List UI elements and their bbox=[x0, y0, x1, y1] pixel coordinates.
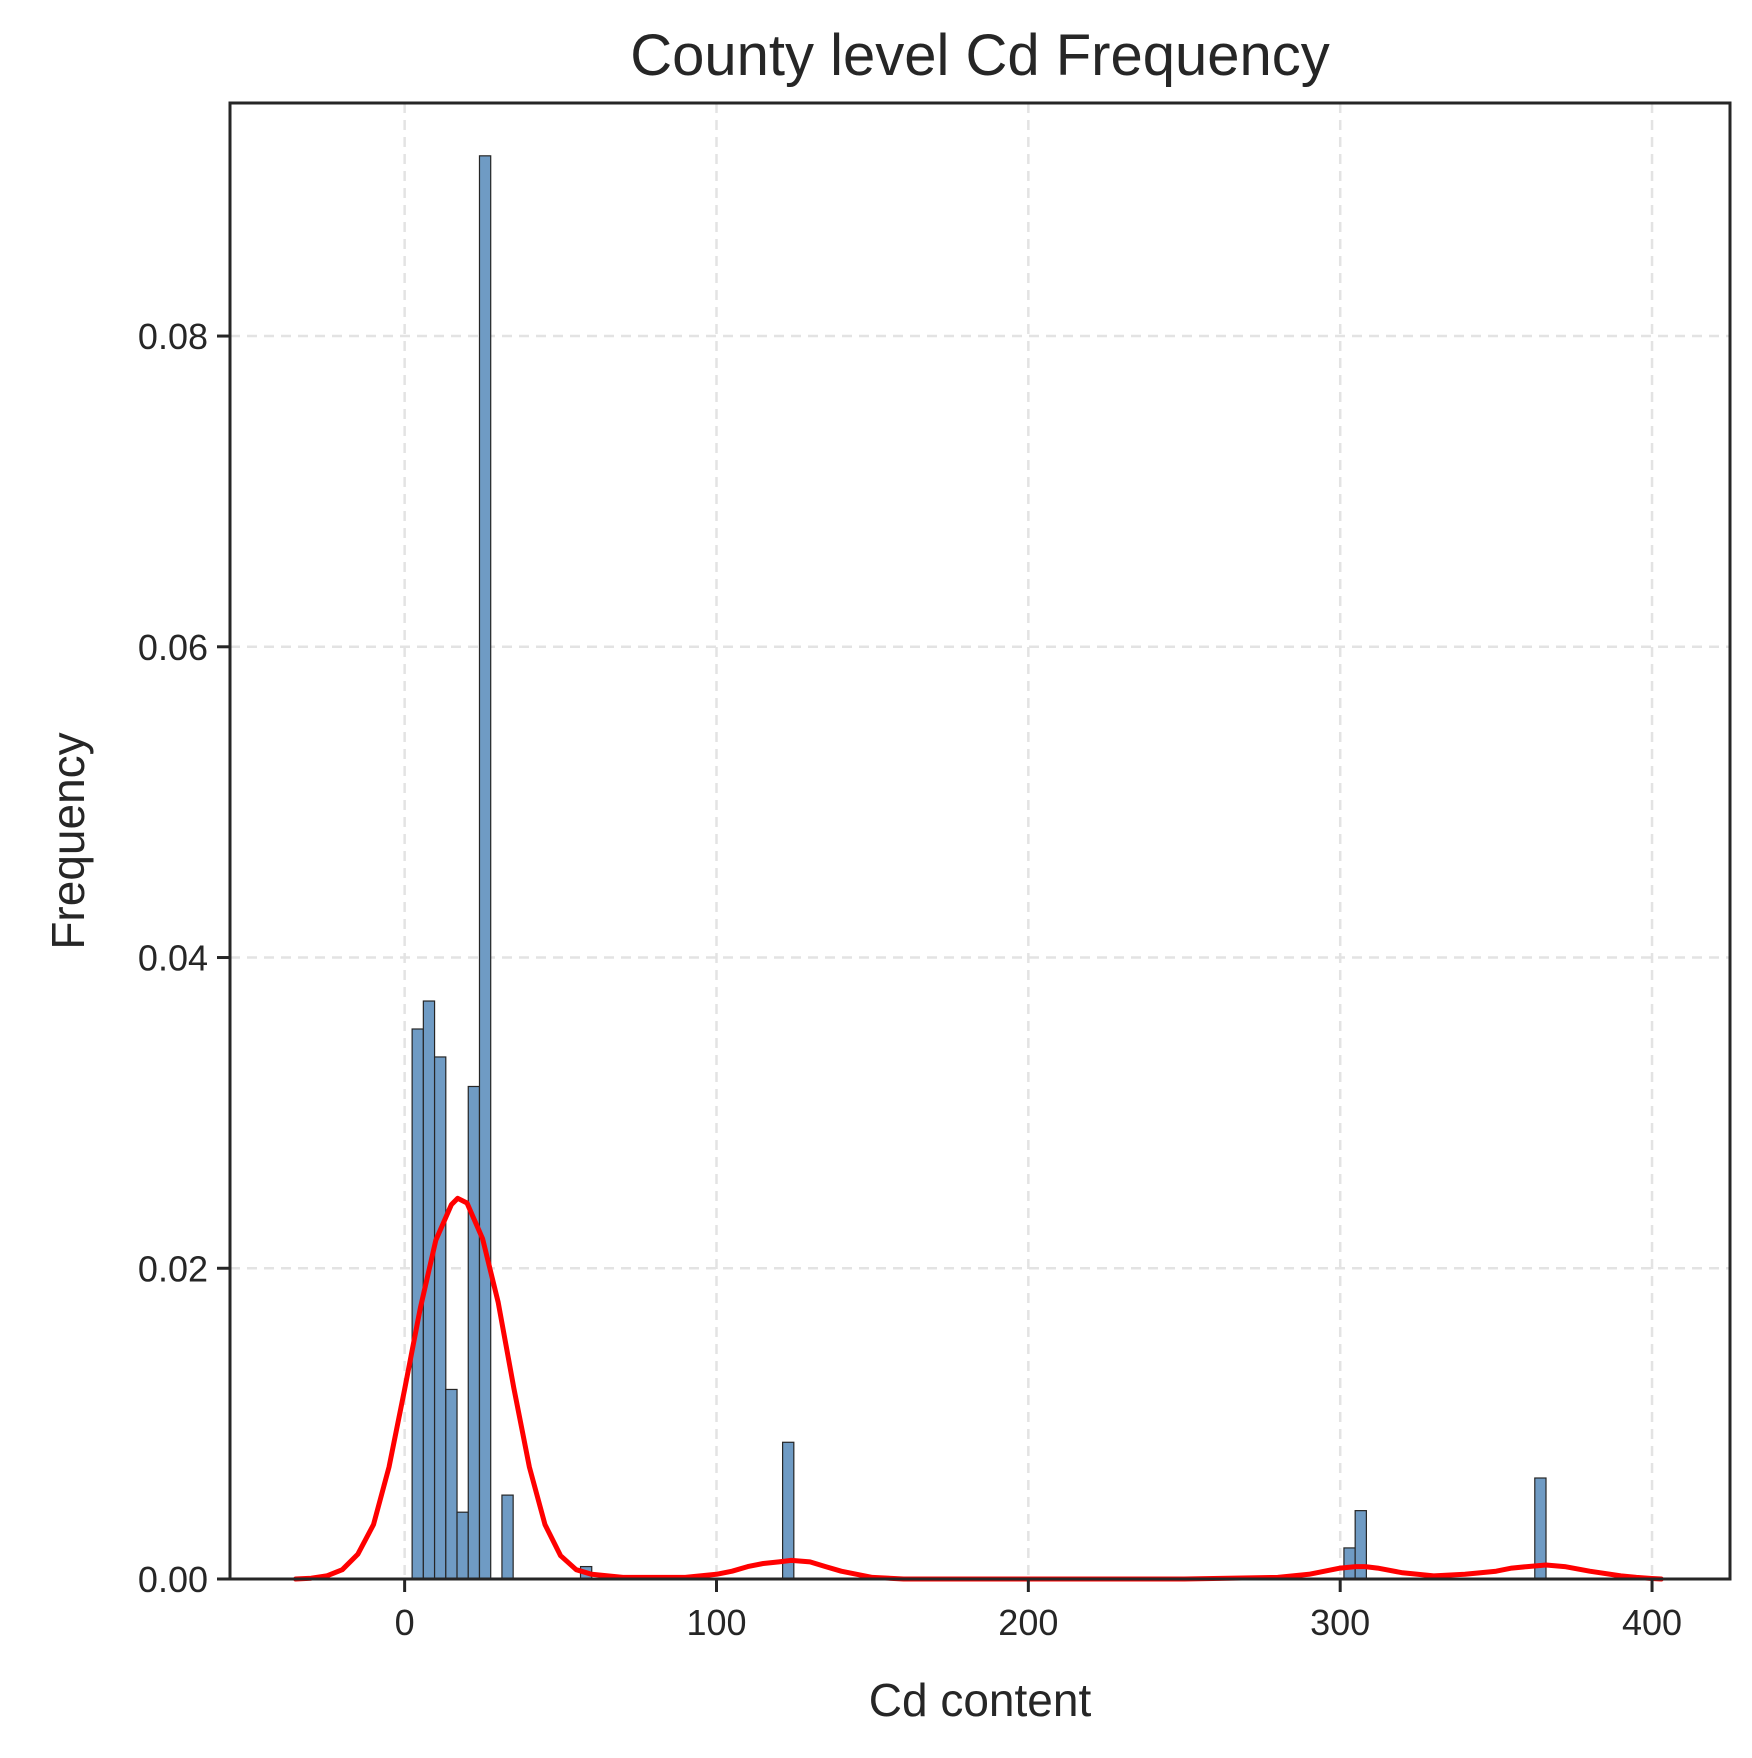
histogram-bar-5 bbox=[467, 1085, 481, 1580]
y-tick-label-0: 0.00 bbox=[138, 1559, 208, 1600]
histogram-bar-6 bbox=[478, 155, 492, 1580]
y-tick-label-2: 0.04 bbox=[138, 938, 208, 979]
chart-title: County level Cd Frequency bbox=[630, 23, 1330, 88]
y-tick-label-4: 0.08 bbox=[138, 316, 208, 357]
x-tick-label-3: 300 bbox=[1310, 1602, 1370, 1643]
density-curve-group bbox=[293, 1195, 1664, 1582]
histogram-bars bbox=[411, 155, 1547, 1580]
histogram-bar-2 bbox=[433, 1056, 447, 1580]
x-tick-label-2: 200 bbox=[998, 1602, 1058, 1643]
density-curve bbox=[293, 1195, 1664, 1582]
x-axis-label: Cd content bbox=[869, 1674, 1092, 1726]
axis-ticks: 0 100 200 300 400 0.00 0.02 0.04 0.06 0.08 bbox=[138, 316, 1682, 1643]
histogram-bar-3 bbox=[445, 1388, 458, 1580]
y-tick-label-1: 0.02 bbox=[138, 1248, 208, 1289]
plot-frame bbox=[228, 101, 1732, 1581]
x-tick-label-1: 100 bbox=[686, 1602, 746, 1643]
histogram-bar-10 bbox=[1343, 1547, 1356, 1580]
x-tick-label-0: 0 bbox=[395, 1602, 415, 1643]
x-tick-label-4: 400 bbox=[1622, 1602, 1682, 1643]
y-axis-label: Frequency bbox=[42, 732, 94, 949]
histogram-bar-7 bbox=[501, 1494, 514, 1580]
y-tick-label-3: 0.06 bbox=[138, 627, 208, 668]
histogram-bar-4 bbox=[456, 1511, 469, 1580]
